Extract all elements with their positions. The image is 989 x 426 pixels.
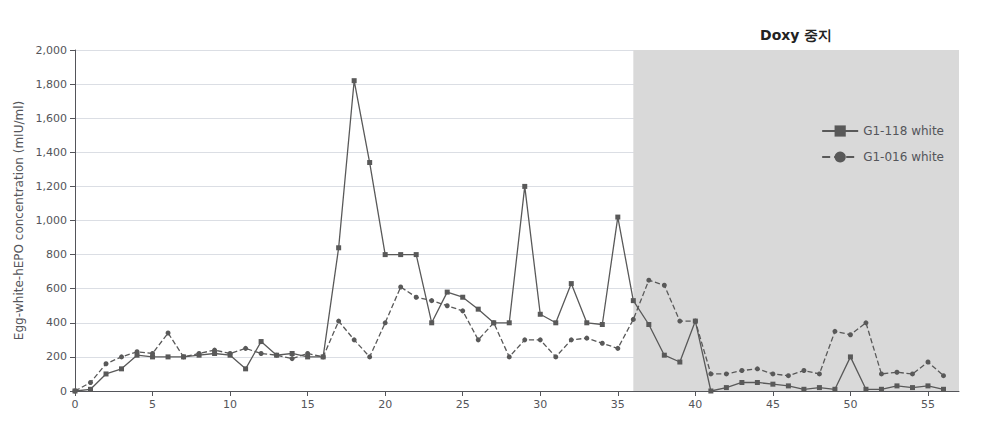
svg-text:55: 55 — [921, 398, 935, 411]
svg-text:30: 30 — [533, 398, 547, 411]
svg-text:Egg-white-hEPO concentration (: Egg-white-hEPO concentration (mIU/ml) — [12, 101, 26, 340]
svg-text:20: 20 — [378, 398, 392, 411]
svg-text:1,400: 1,400 — [36, 146, 68, 159]
svg-text:0: 0 — [72, 398, 79, 411]
svg-text:35: 35 — [611, 398, 625, 411]
svg-text:G1-016 white: G1-016 white — [863, 150, 944, 164]
svg-text:600: 600 — [46, 282, 67, 295]
svg-text:25: 25 — [456, 398, 470, 411]
svg-text:5: 5 — [149, 398, 156, 411]
svg-text:800: 800 — [46, 248, 67, 261]
svg-text:1,600: 1,600 — [36, 112, 68, 125]
svg-text:200: 200 — [46, 350, 67, 363]
svg-text:10: 10 — [223, 398, 237, 411]
svg-text:1,000: 1,000 — [36, 214, 68, 227]
svg-text:G1-118 white: G1-118 white — [863, 124, 944, 138]
svg-text:50: 50 — [843, 398, 857, 411]
svg-text:1,200: 1,200 — [36, 180, 68, 193]
svg-text:400: 400 — [46, 316, 67, 329]
svg-text:40: 40 — [688, 398, 702, 411]
svg-text:1,800: 1,800 — [36, 78, 68, 91]
svg-text:45: 45 — [766, 398, 780, 411]
svg-text:2,000: 2,000 — [36, 44, 68, 57]
svg-text:0: 0 — [60, 385, 67, 398]
svg-text:Doxy 중지: Doxy 중지 — [760, 27, 832, 43]
svg-text:15: 15 — [301, 398, 315, 411]
